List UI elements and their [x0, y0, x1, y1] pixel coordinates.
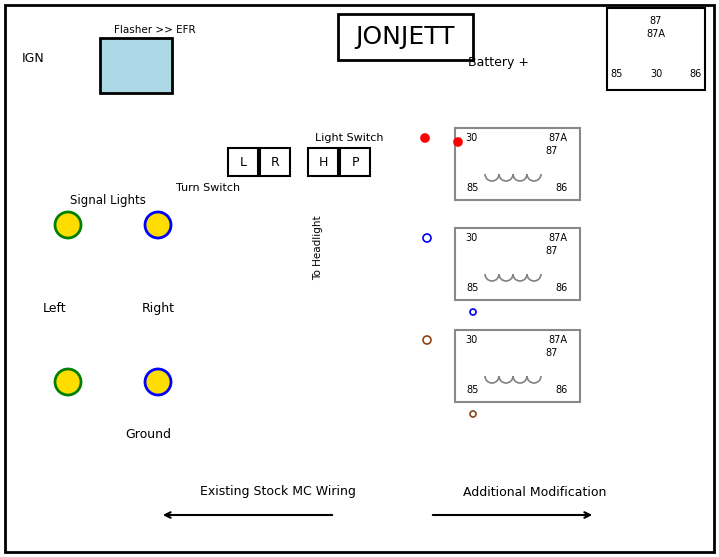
Text: Signal Lights: Signal Lights	[70, 193, 146, 207]
Text: 86: 86	[556, 283, 568, 293]
Circle shape	[470, 411, 476, 417]
Text: Light Switch: Light Switch	[315, 133, 383, 143]
Text: 87: 87	[546, 348, 558, 358]
Text: 30: 30	[465, 133, 477, 143]
Text: 85: 85	[467, 183, 479, 193]
Text: IGN: IGN	[22, 51, 45, 65]
Text: Additional Modification: Additional Modification	[463, 486, 607, 499]
Text: Flasher >> EFR: Flasher >> EFR	[114, 25, 196, 35]
Circle shape	[55, 369, 81, 395]
Text: 86: 86	[556, 385, 568, 395]
Text: 30: 30	[465, 335, 477, 345]
Text: Left: Left	[43, 301, 67, 315]
Circle shape	[145, 212, 171, 238]
FancyBboxPatch shape	[228, 148, 258, 176]
Text: 87A: 87A	[549, 133, 567, 143]
Text: 30: 30	[650, 69, 662, 79]
Text: L: L	[239, 155, 247, 169]
Text: R: R	[270, 155, 280, 169]
Text: Existing Stock MC Wiring: Existing Stock MC Wiring	[200, 486, 356, 499]
Text: 85: 85	[467, 385, 479, 395]
Circle shape	[423, 336, 431, 344]
FancyBboxPatch shape	[607, 8, 705, 90]
Text: JONJETT: JONJETT	[355, 25, 454, 49]
FancyBboxPatch shape	[338, 14, 473, 60]
Text: Turn Switch: Turn Switch	[176, 183, 240, 193]
FancyBboxPatch shape	[308, 148, 338, 176]
FancyBboxPatch shape	[340, 148, 370, 176]
FancyBboxPatch shape	[455, 128, 580, 200]
Circle shape	[421, 134, 429, 142]
Text: To Headlight: To Headlight	[313, 216, 323, 280]
Circle shape	[470, 309, 476, 315]
FancyBboxPatch shape	[5, 5, 714, 552]
Text: 87A: 87A	[549, 233, 567, 243]
Text: H: H	[319, 155, 328, 169]
Text: 87A: 87A	[549, 335, 567, 345]
Text: 87: 87	[546, 246, 558, 256]
Text: Ground: Ground	[125, 428, 171, 442]
Text: 85: 85	[467, 283, 479, 293]
FancyBboxPatch shape	[455, 330, 580, 402]
Text: 86: 86	[556, 183, 568, 193]
FancyBboxPatch shape	[100, 38, 172, 93]
Text: Right: Right	[142, 301, 175, 315]
Text: P: P	[352, 155, 359, 169]
FancyBboxPatch shape	[455, 228, 580, 300]
Text: 85: 85	[611, 69, 623, 79]
Text: Battery +: Battery +	[468, 56, 529, 69]
Circle shape	[145, 369, 171, 395]
Text: 30: 30	[465, 233, 477, 243]
Circle shape	[423, 234, 431, 242]
Circle shape	[55, 212, 81, 238]
Text: 87A: 87A	[646, 29, 666, 39]
Text: 87: 87	[650, 16, 662, 26]
FancyBboxPatch shape	[260, 148, 290, 176]
Text: 86: 86	[689, 69, 701, 79]
Text: 87: 87	[546, 146, 558, 156]
Circle shape	[454, 138, 462, 146]
